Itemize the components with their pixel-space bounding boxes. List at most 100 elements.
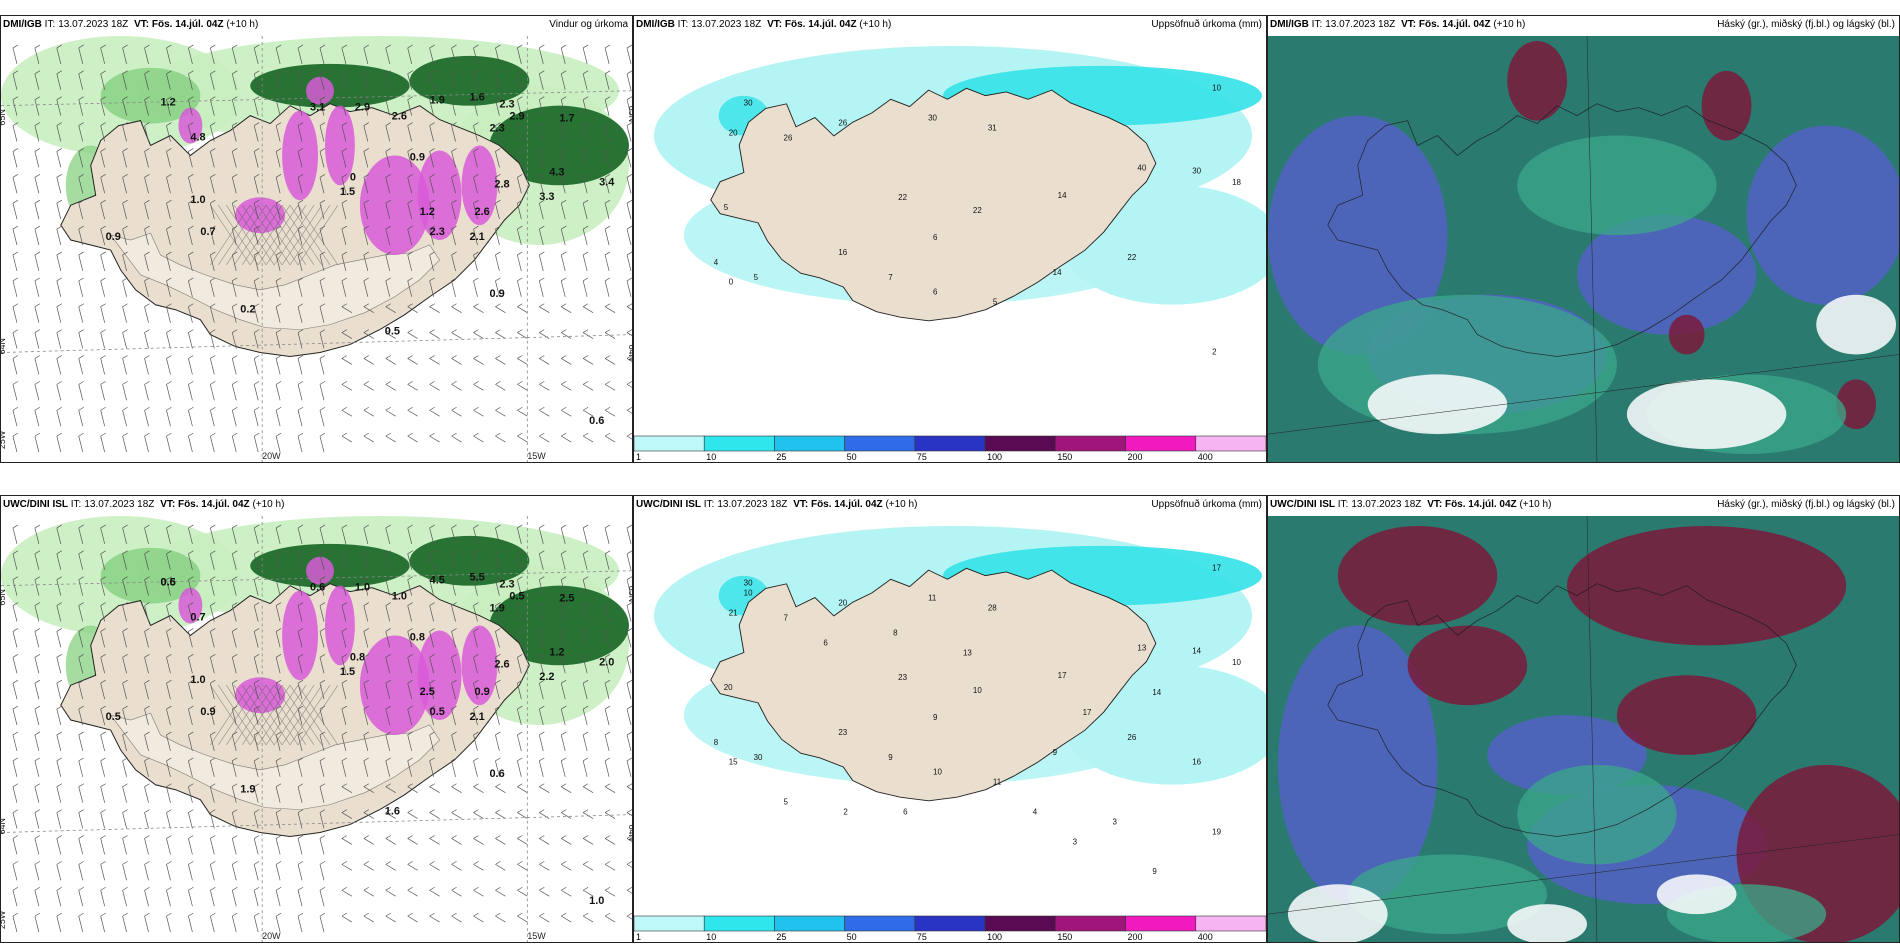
- wind-barb: [582, 861, 589, 865]
- wind-barb: [604, 277, 611, 282]
- wind-barb: [561, 435, 572, 443]
- wind-barb: [275, 861, 282, 865]
- wind-barb: [253, 657, 259, 674]
- wind-barb: [297, 628, 304, 632]
- wind-barb: [78, 329, 84, 333]
- wind-barb: [78, 381, 84, 385]
- wind-barb: [626, 432, 632, 437]
- wind-barb: [12, 679, 19, 684]
- wind-barb: [210, 705, 216, 710]
- wind-barb: [604, 384, 616, 391]
- wind-barb: [407, 861, 413, 865]
- wind-barb: [560, 683, 566, 700]
- wind-barb: [144, 654, 150, 658]
- wind-barb: [561, 122, 567, 126]
- wind-barb: [253, 916, 259, 933]
- wind-barb: [385, 251, 391, 256]
- wind-barb: [122, 251, 128, 256]
- wind-barb: [78, 384, 84, 401]
- wind-barb: [495, 96, 501, 100]
- wind-barb: [275, 709, 281, 726]
- wind-barb: [100, 70, 106, 75]
- wind-barb: [407, 912, 413, 917]
- wind-barb: [188, 73, 193, 90]
- wind-barb: [144, 410, 149, 427]
- precip-value: 15: [729, 758, 738, 767]
- wind-barb: [253, 864, 259, 881]
- wind-barb: [582, 303, 589, 308]
- wind-barb: [275, 225, 282, 230]
- wind-barb: [451, 812, 462, 819]
- wind-barb: [144, 550, 150, 555]
- wind-barb: [12, 410, 18, 427]
- wind-barb: [626, 709, 632, 726]
- wind-barb: [341, 786, 353, 793]
- wind-barb: [166, 199, 172, 204]
- graticule-line: [1268, 834, 1899, 915]
- wind-barb: [122, 709, 127, 726]
- map-canvas[interactable]: 30 20 26 26 30 31 22 10 40 30 18 22 5 14 16 7 6 22 14 4 0 5 2 6…: [634, 36, 1266, 434]
- wind-barb: [253, 760, 259, 777]
- wind-barb: [473, 406, 479, 411]
- precip-value: 22: [898, 193, 907, 202]
- wind-barb: [253, 358, 259, 375]
- wind-barb: [319, 381, 326, 385]
- wind-barb: [166, 553, 171, 570]
- wind-barb: [275, 436, 281, 453]
- precip-value: 2.3: [430, 226, 445, 238]
- wind-barb: [495, 229, 500, 246]
- wind-barb: [473, 912, 479, 917]
- wind-barb: [385, 122, 391, 126]
- wind-barb: [407, 409, 418, 417]
- graticule: [1, 516, 632, 942]
- wind-barb: [166, 177, 171, 194]
- wind-barb: [34, 203, 40, 220]
- wind-barb: [561, 332, 572, 339]
- vt-label: VT:: [767, 19, 783, 30]
- precip-value: 1.5: [340, 186, 355, 198]
- wind-barb: [319, 783, 326, 788]
- wind-barb: [473, 602, 479, 606]
- wind-barb: [231, 73, 237, 90]
- wind-barb: [517, 177, 522, 194]
- map-canvas[interactable]: 65N 64N 25W 20W 15W 65N 64N 0.6 0.7 0.6 1.0 1.0 4.5 5…: [1, 516, 632, 942]
- wind-barb: [604, 381, 611, 385]
- colorbar-swatch: [703, 435, 775, 452]
- wind-barb: [34, 605, 40, 622]
- wind-barb: [144, 306, 149, 323]
- precip-value: 0.9: [200, 706, 215, 718]
- wind-barb: [451, 628, 457, 632]
- wind-barb: [451, 734, 456, 751]
- wind-barb: [429, 654, 435, 658]
- precip-value: 2: [1212, 347, 1217, 356]
- wind-barb: [538, 151, 544, 168]
- wind-barb: [166, 254, 171, 271]
- wind-barb: [582, 657, 588, 674]
- map-canvas[interactable]: 30 21 7 20 11 28 23 17 13 14 10 26 20 17 23 9 9 10 9 8 15 30 1…: [634, 516, 1266, 914]
- wind-barb: [363, 384, 374, 391]
- wind-barb: [604, 229, 610, 246]
- precip-value: 6: [823, 638, 828, 647]
- map-canvas[interactable]: [1268, 36, 1899, 462]
- wind-barb: [363, 861, 370, 865]
- wind-barb: [231, 786, 237, 803]
- map-canvas[interactable]: 65N 64N 25W 20W 15W 65N 64N 1.2 4.8 3.1 2.9 2.6 1.9 1…: [1, 36, 632, 462]
- wind-barb: [209, 709, 215, 726]
- wind-barb: [319, 886, 326, 891]
- wind-barb: [626, 835, 632, 839]
- wind-barb: [407, 358, 418, 365]
- wind-barb: [473, 355, 479, 359]
- wind-barb: [275, 657, 281, 674]
- wind-barb: [429, 550, 435, 555]
- map-canvas[interactable]: [1268, 516, 1899, 942]
- wind-barb: [319, 657, 325, 674]
- wind-barb: [34, 432, 41, 437]
- wind-barb: [582, 306, 594, 313]
- wind-barb: [429, 683, 434, 700]
- wind-barb: [407, 757, 413, 762]
- wind-barb: [539, 786, 550, 793]
- wind-barb: [166, 384, 171, 401]
- wind-barb: [275, 683, 281, 700]
- precip-value: 3.3: [539, 191, 554, 203]
- precip-value: 30: [754, 753, 763, 762]
